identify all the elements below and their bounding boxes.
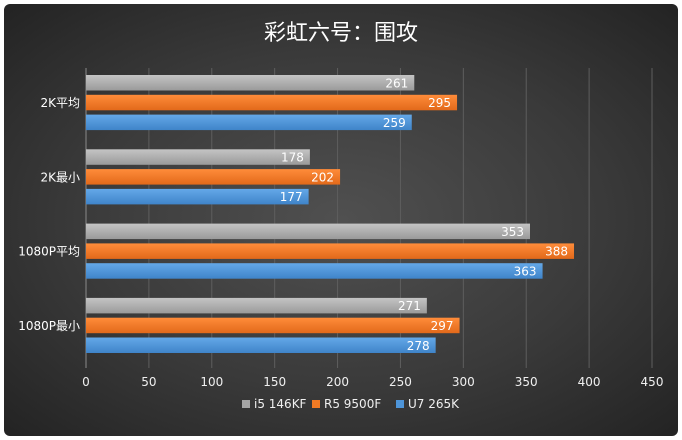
bars <box>86 75 575 353</box>
x-tick-label: 150 <box>263 375 286 389</box>
data-label: 297 <box>431 319 454 333</box>
x-tick-label: 250 <box>389 375 412 389</box>
x-tick-label: 50 <box>141 375 156 389</box>
bar <box>86 243 575 259</box>
x-tick-label: 200 <box>326 375 349 389</box>
bar <box>86 169 341 185</box>
bar <box>86 263 543 279</box>
data-label: 177 <box>280 190 303 204</box>
bar <box>86 114 412 131</box>
category-label: 2K平均 <box>40 96 80 110</box>
chart-title: 彩虹六号：围攻 <box>264 21 418 46</box>
data-label: 259 <box>383 116 406 130</box>
x-tick-label: 350 <box>515 375 538 389</box>
legend-label: U7 265K <box>408 397 460 411</box>
category-label: 1080P平均 <box>18 245 80 259</box>
legend-swatch <box>312 400 320 408</box>
category-label: 1080P最小 <box>18 319 80 333</box>
x-tick-label: 300 <box>452 375 475 389</box>
x-tick-label: 0 <box>82 375 90 389</box>
legend-swatch <box>242 400 250 408</box>
bar <box>86 149 310 165</box>
legend-label: R5 9500F <box>324 397 381 411</box>
category-label: 2K最小 <box>40 170 80 184</box>
chart-frame: 彩虹六号：围攻 261 295 259 178 202 177 353 388 363 271 29… <box>4 4 678 436</box>
legend-item: U7 265K <box>396 397 460 411</box>
bar-chart: 彩虹六号：围攻 261 295 259 178 202 177 353 388 363 271 29… <box>18 21 663 411</box>
bar <box>86 223 530 240</box>
data-label: 363 <box>514 264 537 278</box>
data-label: 261 <box>385 76 408 90</box>
data-label: 388 <box>545 245 568 259</box>
legend-label: i5 146KF <box>254 397 307 411</box>
x-tick-label: 400 <box>578 375 601 389</box>
data-label: 271 <box>398 299 421 313</box>
x-tick-labels: 0 50 100 150 200 250 300 350 400 450 <box>82 375 663 389</box>
data-label: 295 <box>428 96 451 110</box>
legend: i5 146KF R5 9500F U7 265K <box>242 397 460 411</box>
x-tick-label: 450 <box>641 375 664 389</box>
bar <box>86 94 458 111</box>
bar <box>86 75 415 91</box>
data-label: 353 <box>501 225 524 239</box>
bar <box>86 337 436 353</box>
data-label: 202 <box>311 170 334 184</box>
category-labels: 2K平均 2K最小 1080P平均 1080P最小 <box>18 96 80 333</box>
bar <box>86 297 427 314</box>
legend-swatch <box>396 400 404 408</box>
bar <box>86 317 460 334</box>
bar <box>86 188 309 205</box>
legend-item: i5 146KF <box>242 397 307 411</box>
legend-item: R5 9500F <box>312 397 381 411</box>
x-tick-label: 100 <box>200 375 223 389</box>
data-label: 178 <box>281 151 304 165</box>
data-label: 278 <box>407 339 430 353</box>
